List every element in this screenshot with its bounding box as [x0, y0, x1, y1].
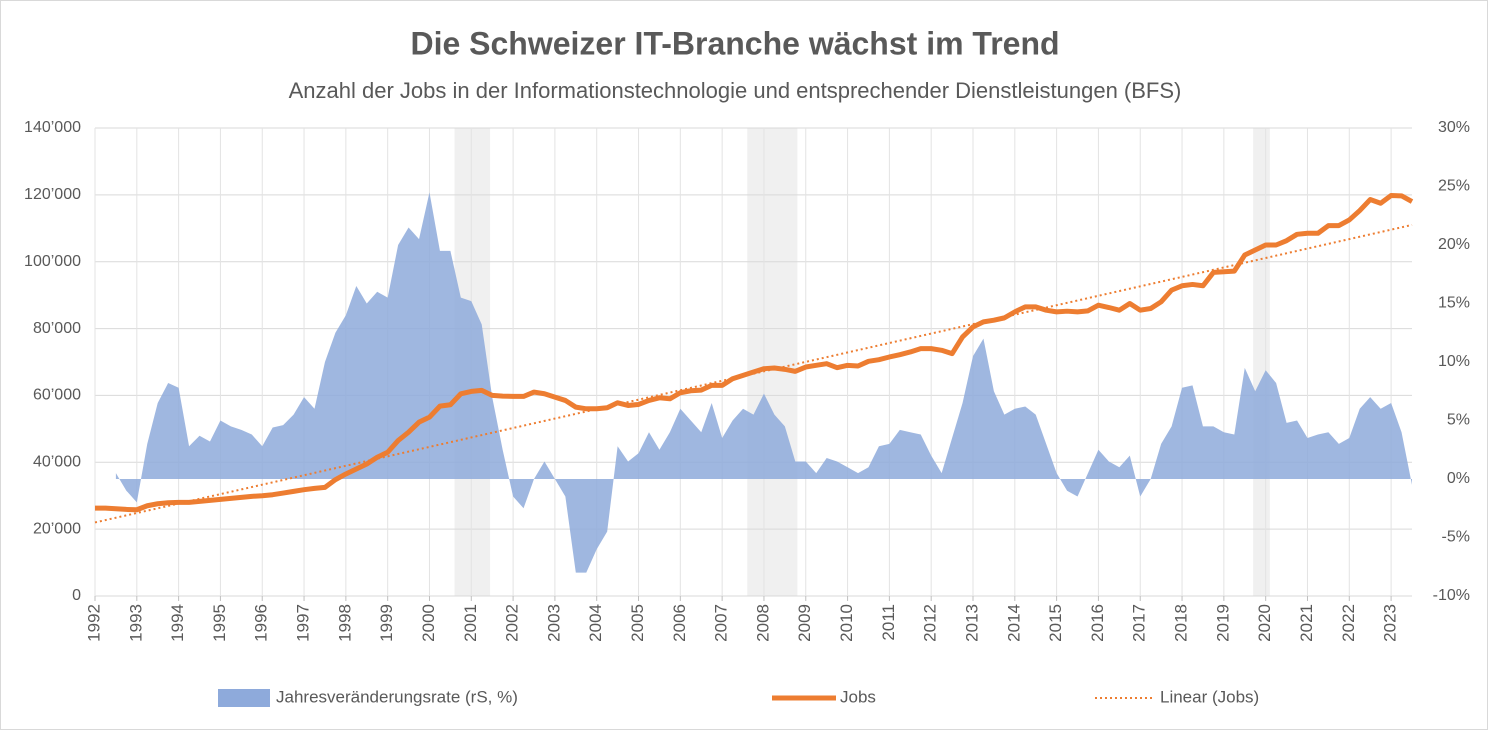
- y2-tick-label: 30%: [1438, 119, 1470, 136]
- x-tick-label: 1995: [210, 604, 229, 642]
- y2-tick-label: 0%: [1447, 470, 1470, 487]
- x-tick-label: 2019: [1213, 604, 1232, 642]
- x-tick-label: 2010: [837, 604, 856, 642]
- y2-tick-label: 10%: [1438, 353, 1470, 370]
- x-tick-label: 2003: [544, 604, 563, 642]
- y-tick-label: 0: [72, 587, 81, 604]
- line: [95, 193, 1414, 513]
- y-tick-label: 100’000: [24, 253, 81, 270]
- area: [115, 192, 1412, 573]
- legend-swatch: [218, 689, 270, 707]
- x-tick-label: 1999: [377, 604, 396, 642]
- y2-tick-label: -5%: [1442, 529, 1470, 546]
- shaded-period: [747, 128, 798, 596]
- legend-label: Jobs: [840, 687, 876, 706]
- x-tick-label: 1992: [84, 604, 103, 642]
- x-tick-label: 2000: [419, 604, 438, 642]
- y2-tick-label: 20%: [1438, 236, 1470, 253]
- y-tick-label: 20’000: [33, 520, 81, 537]
- x-tick-label: 2007: [712, 604, 731, 642]
- chart-subtitle: Anzahl der Jobs in der Informationstechn…: [289, 78, 1182, 103]
- legend-label: Linear (Jobs): [1160, 687, 1259, 706]
- y2-tick-label: 25%: [1438, 178, 1470, 195]
- x-tick-label: 2006: [670, 604, 689, 642]
- y2-tick-label: 15%: [1438, 295, 1470, 312]
- x-tick-label: 1994: [168, 604, 187, 642]
- y-tick-label: 60’000: [33, 387, 81, 404]
- shaded-period: [1253, 128, 1270, 596]
- x-tick-label: 2005: [628, 604, 647, 642]
- x-tick-label: 2023: [1381, 604, 1400, 642]
- x-tick-label: 1996: [252, 604, 271, 642]
- chart-title: Die Schweizer IT-Branche wächst im Trend: [410, 25, 1059, 61]
- y-tick-label: 140’000: [24, 119, 81, 136]
- y-tick-label: 40’000: [33, 454, 81, 471]
- x-tick-label: 2001: [461, 604, 480, 642]
- x-tick-label: 1998: [335, 604, 354, 642]
- y-tick-label: 120’000: [24, 186, 81, 203]
- x-tick-label: 2016: [1088, 604, 1107, 642]
- x-tick-label: 2004: [586, 604, 605, 642]
- x-tick-label: 2015: [1046, 604, 1065, 642]
- x-tick-label: 2013: [962, 604, 981, 642]
- trend-line: [94, 223, 1413, 524]
- x-tick-label: 2002: [503, 604, 522, 642]
- x-tick-label: 2018: [1172, 604, 1191, 642]
- x-tick-label: 2017: [1130, 604, 1149, 642]
- x-tick-label: 1993: [126, 604, 145, 642]
- x-tick-label: 2009: [795, 604, 814, 642]
- y2-tick-label: -10%: [1433, 587, 1470, 604]
- x-tick-label: 1997: [294, 604, 313, 642]
- x-tick-label: 2011: [879, 604, 898, 641]
- x-tick-label: 2021: [1297, 604, 1316, 642]
- legend-label: Jahresveränderungsrate (rS, %): [276, 687, 518, 706]
- x-tick-label: 2008: [753, 604, 772, 642]
- x-tick-label: 2014: [1004, 604, 1023, 642]
- x-tick-label: 2020: [1255, 604, 1274, 642]
- y-tick-label: 80’000: [33, 320, 81, 337]
- x-tick-label: 2012: [921, 604, 940, 642]
- x-tick-label: 2022: [1339, 604, 1358, 642]
- y2-tick-label: 5%: [1447, 412, 1470, 429]
